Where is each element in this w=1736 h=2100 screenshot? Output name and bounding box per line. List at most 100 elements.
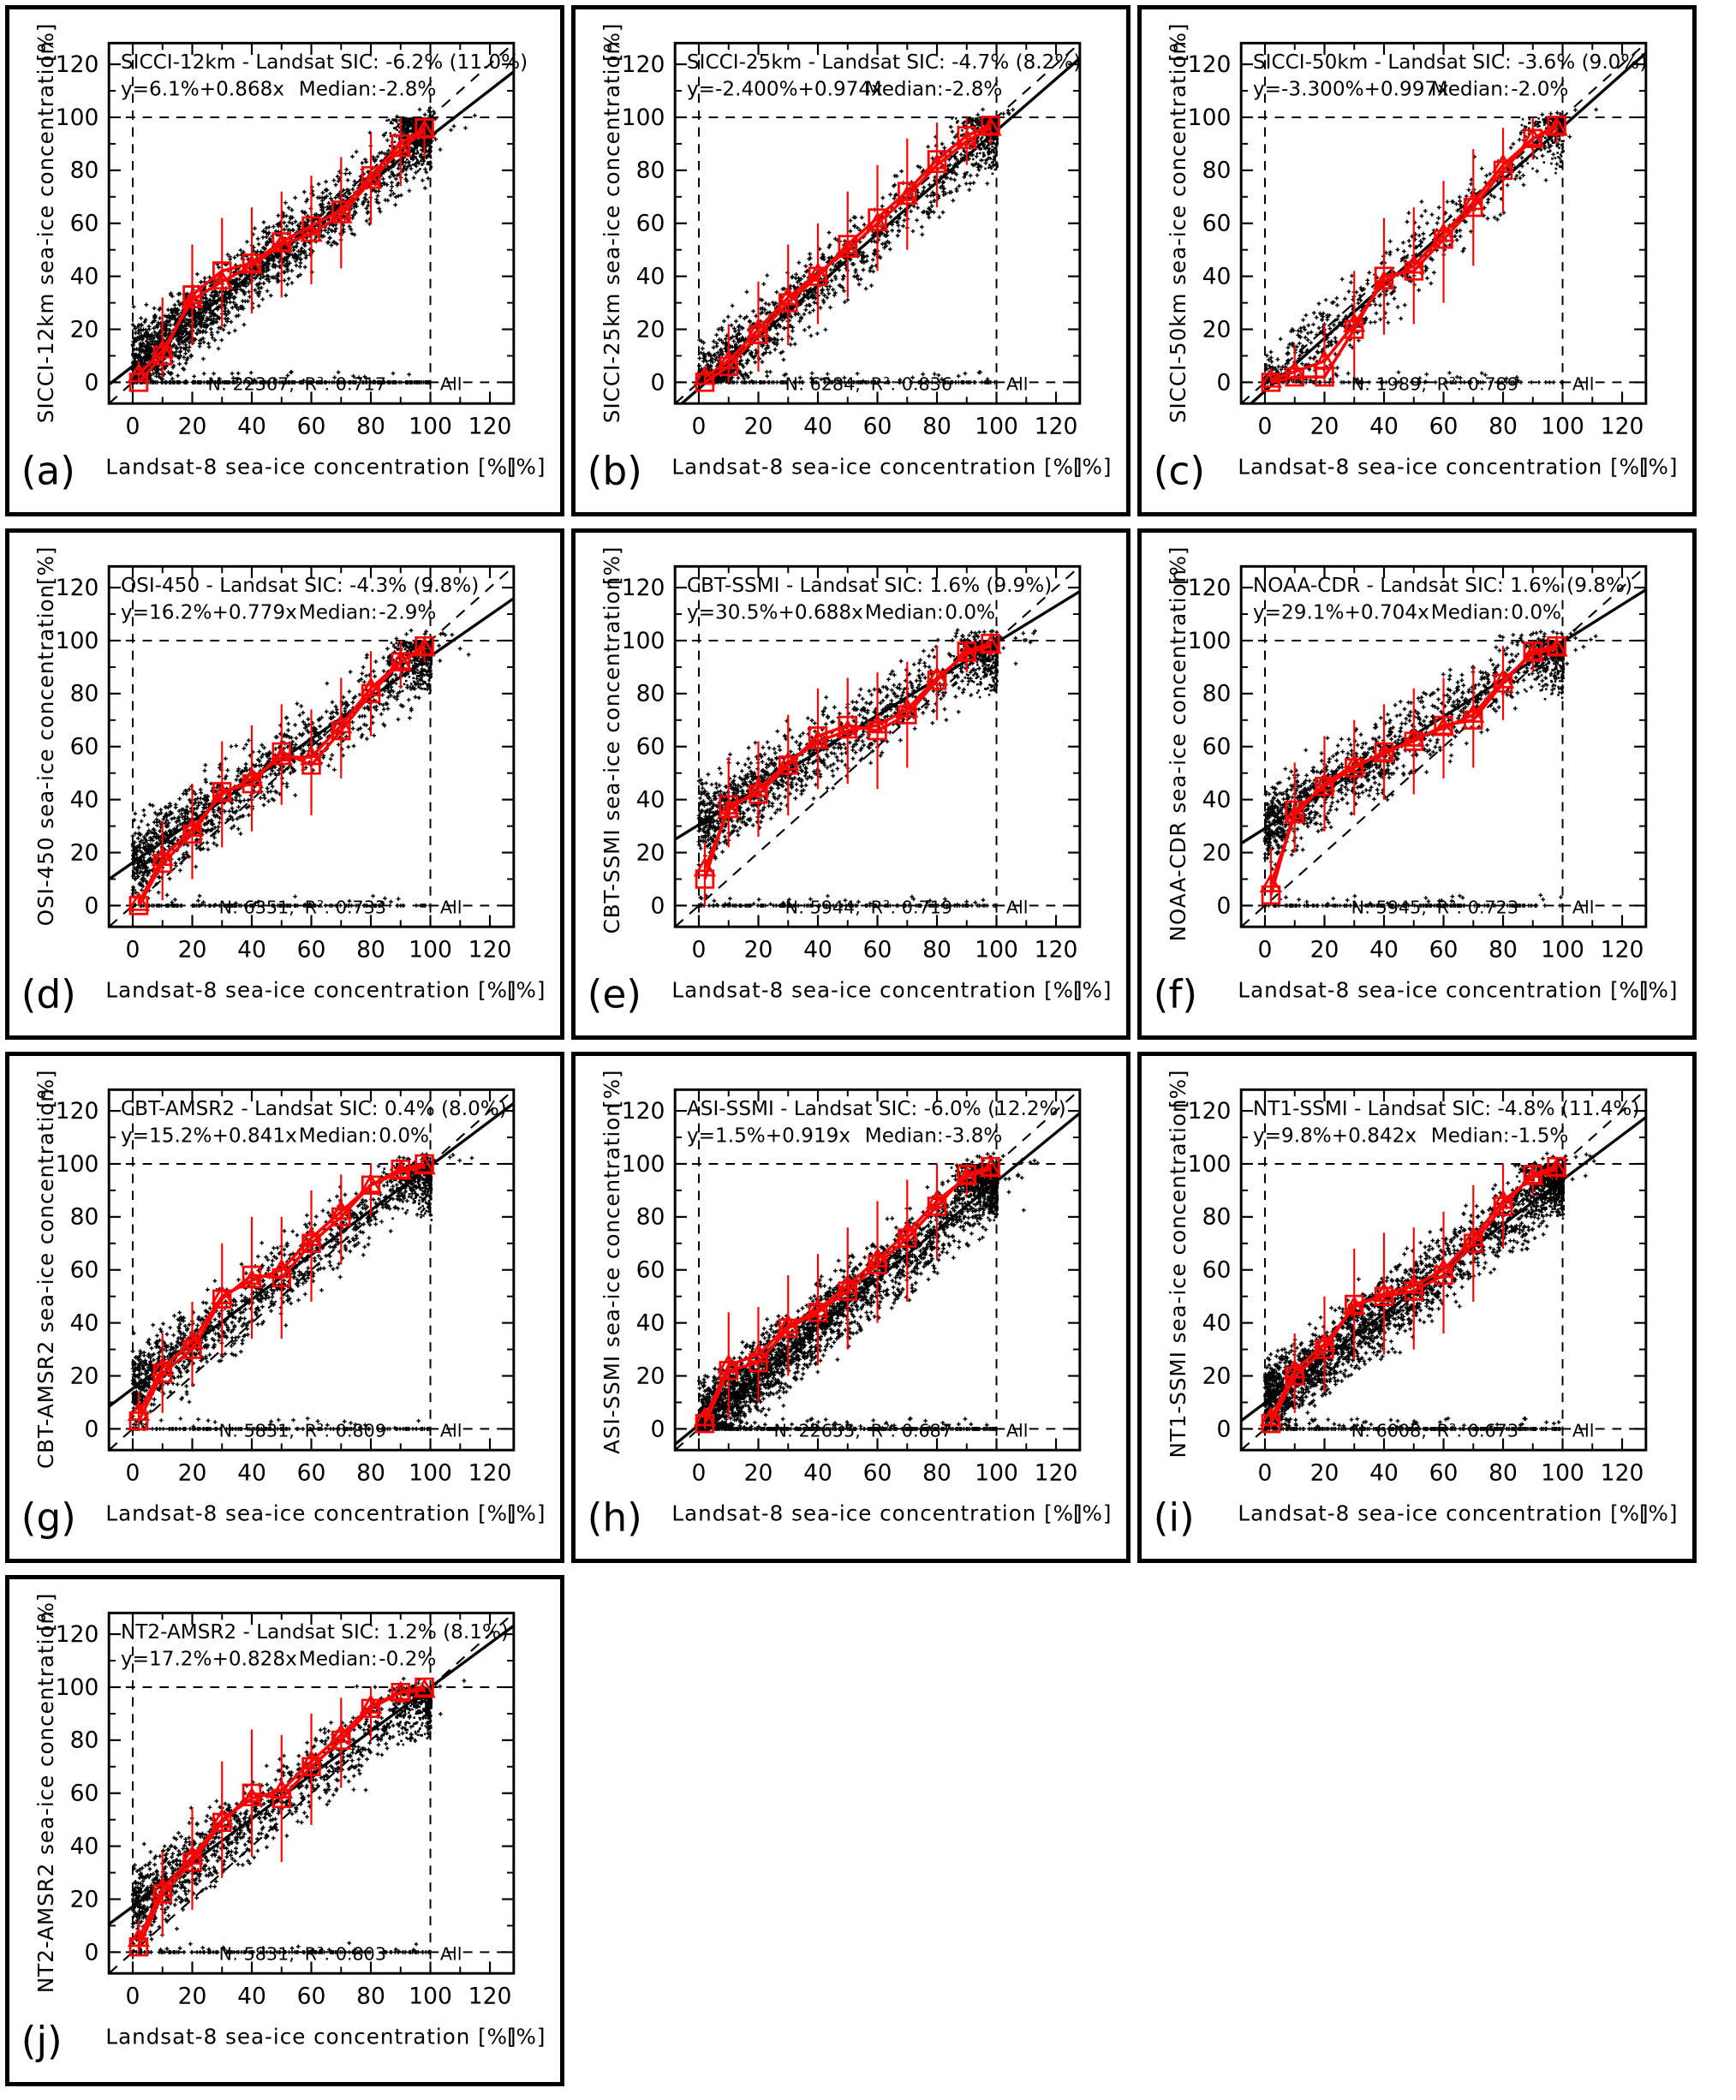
- fit-equation: y=1.5%+0.919x: [687, 1125, 850, 1147]
- x-axis-unit: [%]: [507, 2025, 546, 2049]
- axis-ticks: [675, 43, 1080, 404]
- x-axis-unit: [%]: [507, 978, 546, 1003]
- svg-text:60: 60: [1429, 414, 1459, 440]
- svg-text:100: 100: [1188, 628, 1232, 654]
- y-axis-unit: [%]: [33, 1593, 58, 1632]
- axis-tick-labels: 0 0 20 20 40 40 60 60 80 80 100 100 120 120: [622, 575, 1078, 963]
- fit-equation: y=17.2%+0.828x: [121, 1648, 297, 1670]
- svg-text:60: 60: [636, 211, 665, 237]
- median-value: -2.8%: [379, 78, 436, 100]
- svg-text:100: 100: [409, 414, 452, 440]
- all-label: All: [1006, 1420, 1029, 1441]
- svg-text:40: 40: [1202, 263, 1232, 289]
- svg-text:80: 80: [922, 414, 952, 440]
- panel-letter: (b): [588, 449, 642, 494]
- svg-text:60: 60: [297, 937, 326, 963]
- median-label: Median:: [1431, 1125, 1510, 1147]
- y-axis-title: SICCI-50km sea-ice concentration: [1166, 40, 1190, 423]
- binned-statistics: [693, 1156, 1002, 1434]
- y-axis-unit: [%]: [600, 23, 624, 62]
- svg-text:0: 0: [692, 414, 707, 440]
- x-axis-title: Landsat-8 sea-ice concentration [%]: [671, 978, 1083, 1003]
- svg-text:0: 0: [126, 937, 140, 963]
- svg-text:60: 60: [863, 937, 892, 963]
- r-squared: R²: 0.673: [1437, 1420, 1518, 1441]
- binned-statistics: [127, 1677, 436, 1957]
- sample-count: N: 5945,: [1351, 897, 1427, 917]
- svg-text:60: 60: [1429, 937, 1459, 963]
- sample-count: N: 6008,: [1351, 1420, 1427, 1441]
- y-axis-unit: [%]: [1166, 23, 1190, 62]
- y-axis-title: CBT-SSMI sea-ice concentration: [600, 576, 624, 934]
- plot-canvas-d: 0 0 20 20 40 40 60 60 80 80 100 100 120 120 OSI-450 -…: [9, 533, 560, 1035]
- binned-statistics: [1259, 116, 1568, 392]
- y-axis-unit: [%]: [33, 546, 58, 585]
- panel-letter: (h): [588, 1495, 642, 1541]
- x-axis-title: Landsat-8 sea-ice concentration [%]: [671, 455, 1083, 480]
- svg-text:0: 0: [1258, 414, 1273, 440]
- sample-count: N: 1989,: [1351, 373, 1427, 394]
- median-value: -2.0%: [1511, 78, 1568, 100]
- chart-panel-h: 0 0 20 20 40 40 60 60 80 80 100 100 120 120 ASI-SSMI …: [571, 1052, 1130, 1563]
- x-axis-unit: [%]: [507, 455, 546, 480]
- svg-text:40: 40: [636, 786, 665, 813]
- r-squared: R²: 0.809: [305, 1420, 386, 1441]
- panel-letter: (i): [1154, 1495, 1195, 1541]
- axis-ticks: [109, 566, 514, 928]
- median-label: Median:: [1431, 601, 1510, 623]
- median-value: -2.9%: [379, 601, 436, 623]
- plot-canvas-b: 0 0 20 20 40 40 60 60 80 80 100 100 120 120 SICCI-25k…: [576, 9, 1126, 512]
- x-axis-title: Landsat-8 sea-ice concentration [%]: [105, 1501, 516, 1526]
- svg-text:0: 0: [84, 369, 98, 396]
- svg-text:20: 20: [1202, 839, 1232, 866]
- svg-text:100: 100: [622, 628, 665, 654]
- plot-canvas-g: 0 0 20 20 40 40 60 60 80 80 100 100 120 120 CBT-AMSR2…: [9, 1056, 560, 1559]
- axis-tick-labels: 0 0 20 20 40 40 60 60 80 80 100 100 120 120: [1188, 575, 1644, 963]
- chart-panel-a: 0 0 20 20 40 40 60 60 80 80 100 100 120 120 SICCI-12k…: [5, 5, 564, 516]
- panel-letter: (d): [21, 972, 76, 1017]
- svg-text:60: 60: [70, 734, 99, 761]
- fit-equation: y=29.1%+0.704x: [1253, 601, 1429, 623]
- r-squared: R²: 0.687: [871, 1420, 952, 1441]
- all-label: All: [440, 1420, 462, 1441]
- y-axis-unit: [%]: [600, 1070, 624, 1108]
- all-label: All: [440, 373, 462, 394]
- y-axis-title: SICCI-12km sea-ice concentration: [33, 40, 58, 423]
- panel-title: OSI-450 - Landsat SIC: -4.3% (9.8%): [121, 575, 479, 597]
- svg-text:0: 0: [126, 414, 140, 440]
- x-axis-unit: [%]: [1073, 978, 1113, 1003]
- svg-text:120: 120: [1188, 575, 1232, 601]
- binned-statistics: [693, 633, 1002, 906]
- axis-ticks: [1241, 1089, 1646, 1451]
- identity-line: [109, 566, 514, 928]
- svg-text:0: 0: [692, 937, 707, 963]
- svg-text:0: 0: [1216, 892, 1231, 919]
- chart-panel-e: 0 0 20 20 40 40 60 60 80 80 100 100 120 120 CBT-SSMI …: [571, 528, 1130, 1040]
- all-label: All: [1572, 373, 1595, 394]
- r-squared: R²: 0.719: [871, 897, 952, 917]
- axis-ticks: [675, 1089, 1080, 1451]
- svg-text:100: 100: [56, 104, 99, 131]
- svg-text:40: 40: [237, 414, 266, 440]
- svg-text:100: 100: [1188, 104, 1232, 131]
- all-label: All: [440, 1943, 462, 1964]
- y-axis-unit: [%]: [600, 546, 624, 585]
- svg-text:120: 120: [468, 937, 512, 963]
- median-label: Median:: [865, 601, 944, 623]
- svg-text:100: 100: [56, 1151, 99, 1178]
- svg-text:40: 40: [803, 937, 832, 963]
- svg-text:120: 120: [56, 51, 99, 78]
- svg-text:60: 60: [1202, 211, 1232, 237]
- binned-statistics: [127, 1154, 436, 1431]
- median-value: 0.0%: [1511, 601, 1561, 623]
- svg-text:80: 80: [70, 1204, 99, 1231]
- identity-line: [675, 43, 1080, 404]
- binned-statistics: [693, 116, 1002, 392]
- svg-text:40: 40: [70, 263, 99, 289]
- fit-equation: y=15.2%+0.841x: [121, 1125, 297, 1147]
- axis-ticks: [1241, 566, 1646, 928]
- sample-count: N: 22655,: [773, 1420, 860, 1441]
